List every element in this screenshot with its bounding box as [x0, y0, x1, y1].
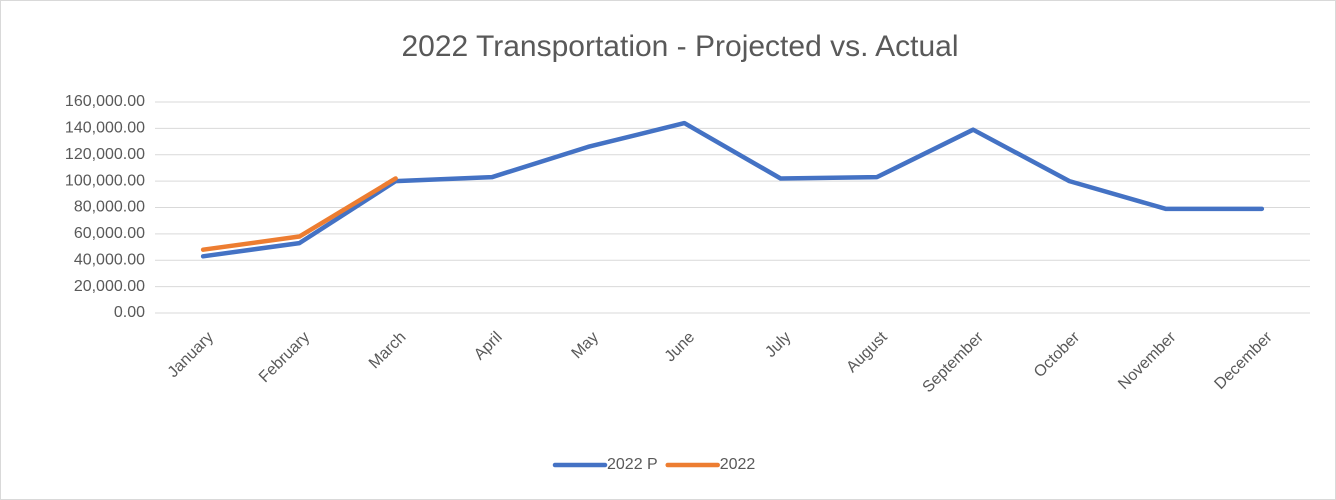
y-tick-label: 20,000.00: [74, 278, 145, 295]
y-tick-label: 0.00: [114, 304, 145, 321]
legend-label: 2022: [720, 456, 756, 473]
y-tick-label: 140,000.00: [65, 120, 145, 137]
series-line: [200, 176, 398, 252]
y-tick-label: 80,000.00: [74, 199, 145, 216]
y-tick-label: 60,000.00: [74, 225, 145, 242]
legend-label: 2022 P: [607, 456, 658, 473]
y-tick-label: 160,000.00: [65, 93, 145, 110]
chart-title: 2022 Transportation - Projected vs. Actu…: [402, 30, 959, 63]
y-tick-label: 40,000.00: [74, 251, 145, 268]
y-tick-label: 100,000.00: [65, 172, 145, 189]
y-tick-label: 120,000.00: [65, 146, 145, 163]
series-line: [200, 120, 1265, 259]
